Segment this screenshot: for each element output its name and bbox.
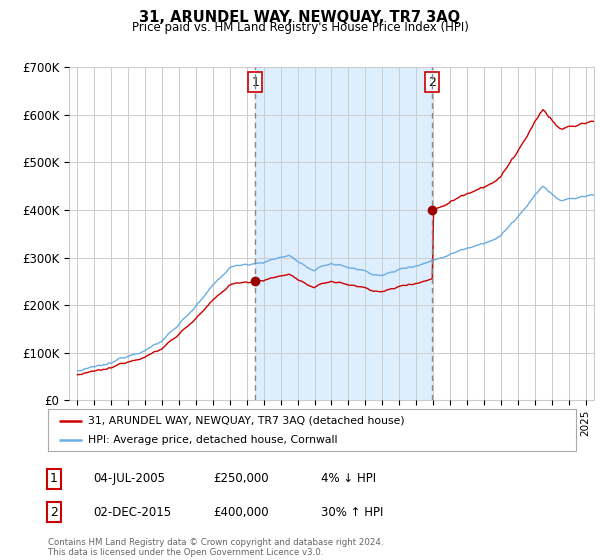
Text: 02-DEC-2015: 02-DEC-2015 xyxy=(93,506,171,519)
Text: 1: 1 xyxy=(50,472,58,486)
Text: 31, ARUNDEL WAY, NEWQUAY, TR7 3AQ: 31, ARUNDEL WAY, NEWQUAY, TR7 3AQ xyxy=(139,10,461,25)
Text: £250,000: £250,000 xyxy=(213,472,269,486)
Text: Price paid vs. HM Land Registry's House Price Index (HPI): Price paid vs. HM Land Registry's House … xyxy=(131,21,469,34)
Text: 2: 2 xyxy=(428,76,436,88)
Text: 4% ↓ HPI: 4% ↓ HPI xyxy=(321,472,376,486)
Bar xyxy=(255,67,432,400)
Text: 31, ARUNDEL WAY, NEWQUAY, TR7 3AQ (detached house): 31, ARUNDEL WAY, NEWQUAY, TR7 3AQ (detac… xyxy=(88,416,404,426)
Text: 1: 1 xyxy=(251,76,259,88)
Text: 2: 2 xyxy=(50,506,58,519)
Text: £400,000: £400,000 xyxy=(213,506,269,519)
Text: HPI: Average price, detached house, Cornwall: HPI: Average price, detached house, Corn… xyxy=(88,435,337,445)
Text: 30% ↑ HPI: 30% ↑ HPI xyxy=(321,506,383,519)
Text: 04-JUL-2005: 04-JUL-2005 xyxy=(93,472,165,486)
Text: Contains HM Land Registry data © Crown copyright and database right 2024.
This d: Contains HM Land Registry data © Crown c… xyxy=(48,538,383,557)
